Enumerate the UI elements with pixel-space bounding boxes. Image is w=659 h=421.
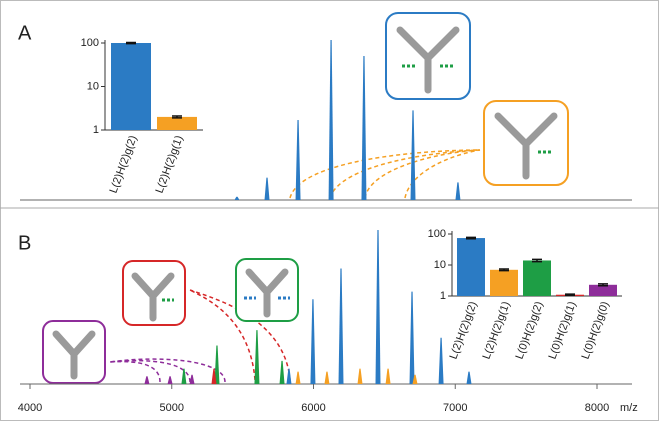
peak [264, 177, 270, 200]
bar [523, 260, 551, 296]
y-tick-label: 100 [428, 228, 446, 240]
y-tick-label: 1 [93, 124, 99, 136]
peak [214, 345, 220, 384]
x-tick-label: L(2)H(2)g(2) [448, 300, 480, 361]
peak [286, 368, 292, 384]
peak [466, 371, 472, 384]
peak [167, 376, 173, 384]
error-bar [126, 41, 136, 45]
x-tick-label: 4000 [18, 402, 42, 414]
panel-label: B [18, 232, 31, 254]
panel-label: A [18, 22, 32, 44]
peak [181, 368, 187, 384]
icon-g1 [483, 100, 569, 186]
peak [455, 182, 461, 200]
peak [357, 368, 363, 384]
bar [157, 116, 197, 130]
peak [144, 376, 150, 384]
error-bar [565, 293, 575, 297]
peak [254, 330, 260, 384]
x-tick-label: L(0)H(2)g(0) [580, 300, 612, 361]
y-tick-label: 100 [81, 37, 99, 49]
error-bar [499, 268, 509, 272]
x-tick-label: 6000 [301, 402, 325, 414]
icon-purple [42, 320, 106, 384]
error-bar [532, 258, 542, 263]
peak [310, 299, 316, 384]
x-tick-label: 7000 [443, 402, 467, 414]
y-tick-label: 10 [87, 80, 99, 92]
peak [410, 110, 416, 200]
peak [409, 291, 415, 384]
bar [490, 269, 518, 296]
y-tick-label: 10 [434, 259, 446, 271]
peak [385, 368, 391, 384]
peak [189, 374, 195, 384]
peak [295, 120, 301, 200]
x-tick-label: L(0)H(2)g(2) [514, 300, 546, 361]
peak [438, 337, 444, 384]
icon-red [122, 260, 186, 326]
bar [457, 238, 485, 296]
y-tick-label: 1 [440, 290, 446, 302]
error-bar [172, 115, 182, 119]
x-tick-label: L(2)H(2)g(1) [154, 134, 186, 195]
error-bar [598, 283, 608, 287]
icon-green [235, 258, 299, 322]
peak [234, 196, 240, 200]
peak [361, 56, 367, 200]
x-tick-label: L(0)H(2)g(1) [547, 300, 579, 361]
peak [412, 374, 418, 384]
peak [328, 40, 334, 200]
x-axis-label: m/z [620, 402, 638, 414]
peak [324, 371, 330, 384]
x-tick-label: 5000 [160, 402, 184, 414]
peak [338, 268, 344, 384]
x-tick-label: L(2)H(2)g(2) [108, 134, 140, 195]
error-bar [466, 236, 476, 240]
peak [375, 230, 381, 384]
peak [211, 368, 217, 384]
bar [111, 43, 151, 130]
bar [589, 284, 617, 296]
x-tick-label: 8000 [585, 402, 609, 414]
peak [295, 371, 301, 384]
peak [279, 360, 285, 384]
x-tick-label: L(2)H(2)g(1) [481, 300, 513, 361]
icon-g2 [385, 12, 471, 100]
